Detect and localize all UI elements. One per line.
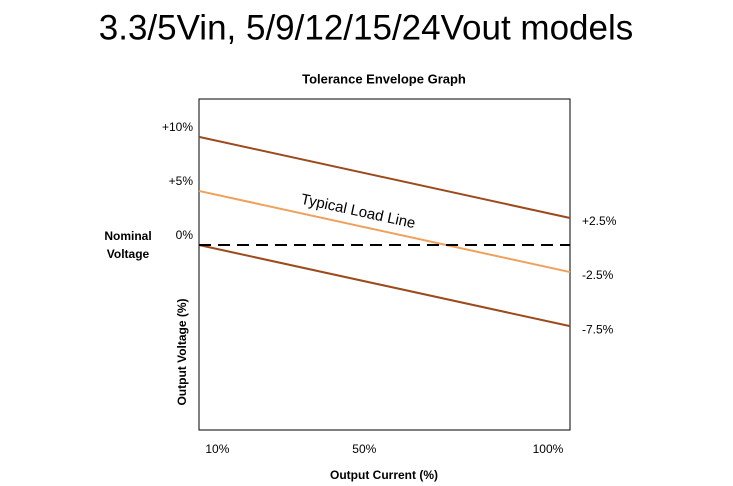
- x-tick-label: 50%: [352, 442, 376, 456]
- y2-tick-label: +2.5%: [582, 214, 617, 228]
- series-line: [198, 244, 571, 328]
- chart-subtitle: Tolerance Envelope Graph: [302, 71, 466, 86]
- y-axis-label: Output Voltage (%): [175, 298, 189, 405]
- y-tick-label: 0%: [176, 228, 194, 242]
- y-tick-label: +5%: [169, 174, 194, 188]
- y2-tick-label: -7.5%: [582, 322, 614, 336]
- chart-title: 3.3/5Vin, 5/9/12/15/24Vout models: [99, 8, 634, 47]
- series-line: [198, 135, 571, 219]
- x-tick-label: 100%: [533, 442, 564, 456]
- x-axis-label: Output Current (%): [330, 468, 438, 482]
- nominal-label: Voltage: [107, 247, 150, 261]
- y-tick-label: +10%: [162, 120, 193, 134]
- y2-tick-label: -2.5%: [582, 268, 614, 282]
- plot-frame: [198, 98, 571, 431]
- nominal-label: Nominal: [104, 229, 151, 243]
- x-tick-label: 10%: [205, 442, 229, 456]
- series-line: [198, 189, 571, 274]
